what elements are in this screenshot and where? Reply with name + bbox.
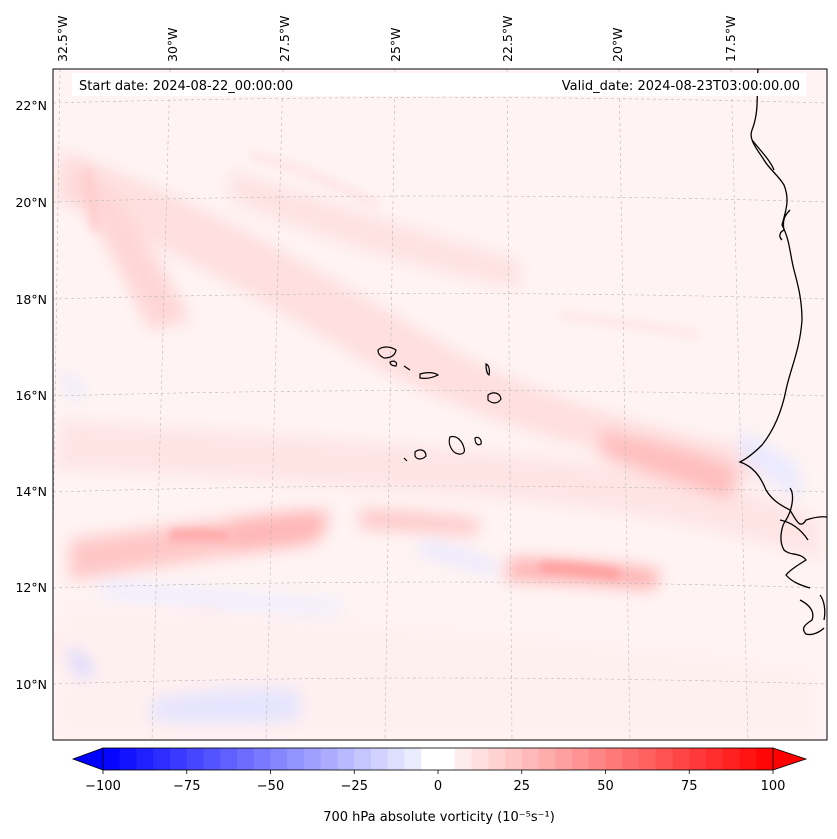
colorbar-cell bbox=[203, 748, 221, 770]
lat-label-12n: 12°N bbox=[15, 580, 47, 595]
colorbar-cell bbox=[622, 748, 640, 770]
colorbar-tick-label: −100 bbox=[85, 779, 121, 794]
colorbar-cell bbox=[320, 748, 338, 770]
graticule bbox=[53, 69, 827, 740]
colorbar-cell bbox=[371, 748, 389, 770]
colorbar-cell bbox=[337, 748, 355, 770]
colorbar-cell bbox=[119, 748, 137, 770]
colorbar-cell bbox=[555, 748, 573, 770]
colorbar-cell bbox=[722, 748, 740, 770]
colorbar-cell bbox=[471, 748, 489, 770]
island-santo-antao bbox=[377, 346, 397, 359]
coast-detail bbox=[751, 139, 775, 171]
colorbar-tick-label: −75 bbox=[173, 779, 200, 794]
map-panel: Start date: 2024-08-22_00:00:00 Valid_da… bbox=[52, 68, 828, 741]
colorbar-cell bbox=[237, 748, 255, 770]
colorbar-cell bbox=[387, 748, 405, 770]
colorbar-cell bbox=[739, 748, 757, 770]
colorbar-cell bbox=[438, 748, 456, 770]
colorbar-cell bbox=[220, 748, 238, 770]
colorbar-tick-label: −50 bbox=[257, 779, 284, 794]
colorbar-cell bbox=[588, 748, 606, 770]
colorbar-tick-label: 50 bbox=[597, 779, 614, 794]
lon-label-27-5w: 27.5°W bbox=[277, 16, 292, 62]
colorbar-cell bbox=[421, 748, 439, 770]
header-box bbox=[72, 73, 806, 96]
colorbar-max-extend-arrow bbox=[772, 747, 808, 771]
lat-label-16n: 16°N bbox=[15, 388, 47, 403]
lon-label-17-5w: 17.5°W bbox=[723, 16, 738, 62]
island-fogo bbox=[414, 449, 427, 460]
colorbar-cell bbox=[404, 748, 422, 770]
lat-label-14n: 14°N bbox=[15, 484, 47, 499]
start-date-text: Start date: 2024-08-22_00:00:00 bbox=[79, 79, 293, 94]
island-sao-nicolau bbox=[419, 372, 440, 379]
colorbar-min-extend-arrow bbox=[71, 747, 104, 771]
longitude-labels: 32.5°W 30°W 27.5°W 25°W 22.5°W 20°W 17.5… bbox=[55, 16, 738, 62]
colorbar-tick-label: 0 bbox=[434, 779, 442, 794]
lat-label-22n: 22°N bbox=[15, 98, 47, 113]
colorbar-cell bbox=[572, 748, 590, 770]
island-santiago bbox=[448, 435, 465, 455]
colorbar-cell bbox=[639, 748, 657, 770]
lon-label-22-5w: 22.5°W bbox=[500, 16, 515, 62]
colorbar-tick-label: 25 bbox=[513, 779, 530, 794]
colorbar-cell bbox=[170, 748, 188, 770]
vorticity-field bbox=[53, 150, 820, 740]
colorbar-cell bbox=[689, 748, 707, 770]
colorbar-cell bbox=[488, 748, 506, 770]
colorbar-title: 700 hPa absolute vorticity (10⁻⁵s⁻¹) bbox=[323, 810, 555, 825]
island-sao-vicente bbox=[389, 360, 398, 367]
colorbar-cell bbox=[136, 748, 154, 770]
colorbar-cell bbox=[454, 748, 472, 770]
colorbar-cell bbox=[253, 748, 271, 770]
colorbar: −100 −75 −50 −25 0 25 50 75 100 700 hPa absolute… bbox=[71, 747, 808, 825]
lat-label-20n: 20°N bbox=[15, 195, 47, 210]
cape-verde-islands bbox=[377, 346, 502, 462]
latitude-labels: 22°N 20°N 18°N 16°N 14°N 12°N 10°N bbox=[15, 98, 47, 692]
colorbar-cell bbox=[153, 748, 171, 770]
colorbar-cell bbox=[505, 748, 523, 770]
lon-label-20w: 20°W bbox=[610, 27, 625, 62]
island-maio bbox=[474, 436, 482, 446]
colorbar-cell bbox=[655, 748, 673, 770]
lon-label-30w: 30°W bbox=[165, 27, 180, 62]
colorbar-cell bbox=[756, 748, 774, 770]
colorbar-cell bbox=[605, 748, 623, 770]
colorbar-cell bbox=[521, 748, 539, 770]
colorbar-tick-label: 100 bbox=[761, 779, 786, 794]
colorbar-cell bbox=[186, 748, 204, 770]
colorbar-cell bbox=[287, 748, 305, 770]
island-brava bbox=[403, 457, 408, 462]
coastline bbox=[738, 69, 827, 636]
colorbar-cell bbox=[354, 748, 372, 770]
colorbar-tick-label: −25 bbox=[341, 779, 368, 794]
lon-label-32-5w: 32.5°W bbox=[55, 16, 70, 62]
colorbar-cell bbox=[270, 748, 288, 770]
colorbar-cell bbox=[538, 748, 556, 770]
lat-label-10n: 10°N bbox=[15, 677, 47, 692]
colorbar-cell bbox=[706, 748, 724, 770]
colorbar-cell bbox=[304, 748, 322, 770]
map-frame bbox=[52, 68, 828, 741]
colorbar-cells bbox=[103, 748, 774, 770]
colorbar-cell bbox=[103, 748, 121, 770]
colorbar-ticks: −100 −75 −50 −25 0 25 50 75 100 bbox=[85, 770, 785, 794]
island-santa-luzia bbox=[403, 365, 411, 371]
island-sal bbox=[485, 363, 490, 376]
island-boa-vista bbox=[487, 392, 502, 404]
lon-label-25w: 25°W bbox=[388, 27, 403, 62]
colorbar-tick-label: 75 bbox=[681, 779, 698, 794]
lat-label-18n: 18°N bbox=[15, 292, 47, 307]
valid-date-text: Valid_date: 2024-08-23T03:00:00.00 bbox=[562, 79, 800, 94]
colorbar-cell bbox=[672, 748, 690, 770]
